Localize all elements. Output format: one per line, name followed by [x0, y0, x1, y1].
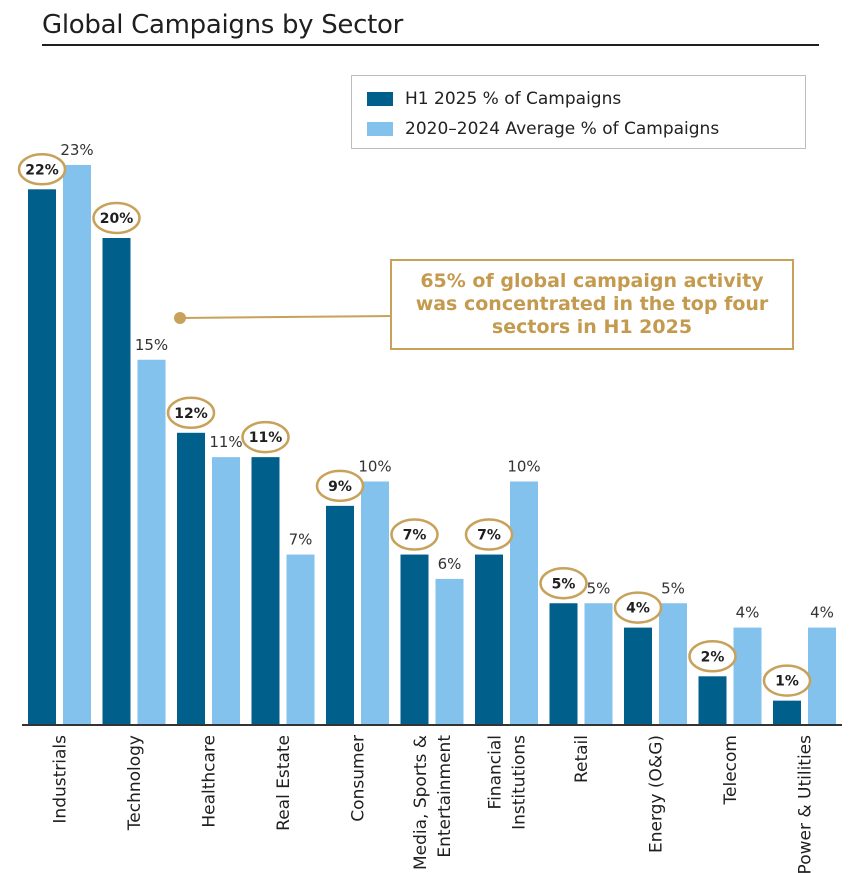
data-label-2020-2024-avg-media-sports-entertainment: 6%: [438, 555, 462, 573]
data-label-highlight-ring: [539, 567, 588, 600]
bar-2020-2024-avg-real-estate: [286, 554, 315, 725]
category-label-real-estate: Real Estate: [274, 735, 294, 831]
data-label-2020-2024-avg-energy-o-g: 5%: [661, 579, 685, 597]
category-label-healthcare: Healthcare: [200, 735, 220, 828]
bar-2020-2024-avg-industrials: [63, 164, 91, 725]
data-label-highlight-ring: [315, 469, 365, 503]
data-label-h1-2025-technology: 20%: [100, 211, 134, 227]
legend-label-h1-2025: H1 2025 % of Campaigns: [405, 89, 622, 109]
data-label-h1-2025-financial-institutions: 7%: [477, 528, 501, 544]
data-label-highlight-ring: [762, 664, 812, 697]
data-label-2020-2024-avg-consumer: 10%: [358, 458, 391, 476]
data-label-highlight-ring: [390, 518, 439, 551]
bar-2020-2024-avg-healthcare: [212, 457, 240, 725]
bar-2020-2024-avg-consumer: [361, 481, 389, 725]
data-label-h1-2025-telecom: 2%: [701, 649, 725, 665]
data-label-2020-2024-avg-healthcare: 11%: [209, 433, 242, 451]
category-label-consumer: Consumer: [349, 735, 369, 822]
data-label-2020-2024-avg-industrials: 23%: [60, 141, 93, 159]
data-label-highlight-ring: [17, 153, 67, 186]
bar-2020-2024-avg-technology: [137, 359, 166, 725]
bar-h1-2025-consumer: [326, 505, 354, 725]
category-label-energy-o-g: Energy (O&G): [647, 735, 667, 853]
data-label-2020-2024-avg-telecom: 4%: [736, 604, 760, 622]
category-label-power-utilities: Power & Utilities: [796, 735, 816, 873]
data-label-h1-2025-power-utilities: 1%: [775, 674, 799, 690]
category-label-financial-institutions: Financial: [486, 735, 506, 809]
bar-2020-2024-avg-retail: [584, 603, 613, 725]
bar-h1-2025-technology: [102, 238, 131, 725]
data-label-h1-2025-healthcare: 12%: [174, 406, 208, 422]
category-label-technology: Technology: [125, 735, 145, 831]
data-label-h1-2025-retail: 5%: [552, 576, 576, 592]
data-label-highlight-ring: [92, 201, 141, 235]
data-label-h1-2025-consumer: 9%: [328, 479, 352, 495]
data-label-h1-2025-real-estate: 11%: [249, 430, 283, 446]
bar-h1-2025-energy-o-g: [624, 627, 652, 725]
category-label-media-sports-entertainment: Media, Sports &: [411, 735, 431, 870]
bar-2020-2024-avg-power-utilities: [808, 627, 836, 725]
legend-swatch-2020-2024-average: [367, 122, 393, 136]
data-label-h1-2025-energy-o-g: 4%: [626, 601, 650, 617]
legend-item-h1-2025: H1 2025 % of Campaigns: [367, 88, 621, 110]
data-label-2020-2024-avg-financial-institutions: 10%: [507, 458, 540, 476]
callout-text: 65% of global campaign activity was conc…: [415, 270, 769, 338]
callout-connector-dot: [174, 312, 186, 324]
chart-legend: H1 2025 % of Campaigns 2020–2024 Average…: [351, 75, 806, 149]
bar-h1-2025-healthcare: [177, 432, 205, 725]
data-label-2020-2024-avg-real-estate: 7%: [289, 531, 313, 549]
bar-2020-2024-avg-energy-o-g: [659, 603, 687, 725]
title-underline: [42, 44, 819, 46]
category-label-telecom: Telecom: [721, 735, 741, 805]
bar-2020-2024-avg-media-sports-entertainment: [435, 578, 464, 725]
bar-h1-2025-retail: [549, 603, 578, 725]
bar-h1-2025-power-utilities: [773, 700, 801, 725]
bar-h1-2025-real-estate: [251, 457, 280, 725]
bar-h1-2025-media-sports-entertainment: [400, 554, 429, 725]
bar-2020-2024-avg-telecom: [733, 627, 762, 725]
category-label-media-sports-entertainment: Entertainment: [435, 735, 455, 858]
data-label-highlight-ring: [166, 396, 216, 430]
data-label-highlight-ring: [613, 591, 663, 624]
bar-2020-2024-avg-financial-institutions: [510, 481, 538, 725]
legend-label-2020-2024-average: 2020–2024 Average % of Campaigns: [405, 119, 720, 139]
data-label-h1-2025-media-sports-entertainment: 7%: [403, 528, 427, 544]
data-label-h1-2025-industrials: 22%: [25, 162, 59, 178]
data-label-highlight-ring: [688, 640, 737, 673]
data-label-highlight-ring: [464, 518, 514, 551]
legend-item-2020-2024-average: 2020–2024 Average % of Campaigns: [367, 118, 719, 140]
callout-box: 65% of global campaign activity was conc…: [390, 259, 794, 350]
category-label-retail: Retail: [572, 735, 592, 783]
bar-h1-2025-financial-institutions: [475, 554, 503, 725]
legend-swatch-h1-2025: [367, 92, 393, 106]
category-label-industrials: Industrials: [51, 735, 71, 824]
category-label-financial-institutions: Institutions: [510, 735, 530, 830]
bar-h1-2025-industrials: [28, 189, 56, 726]
chart-title: Global Campaigns by Sector: [42, 10, 404, 40]
data-label-2020-2024-avg-retail: 5%: [587, 579, 611, 597]
data-label-2020-2024-avg-technology: 15%: [135, 336, 168, 354]
callout-connector-line: [179, 315, 393, 319]
data-label-2020-2024-avg-power-utilities: 4%: [810, 604, 834, 622]
data-label-highlight-ring: [241, 420, 290, 454]
bar-h1-2025-telecom: [698, 676, 727, 725]
